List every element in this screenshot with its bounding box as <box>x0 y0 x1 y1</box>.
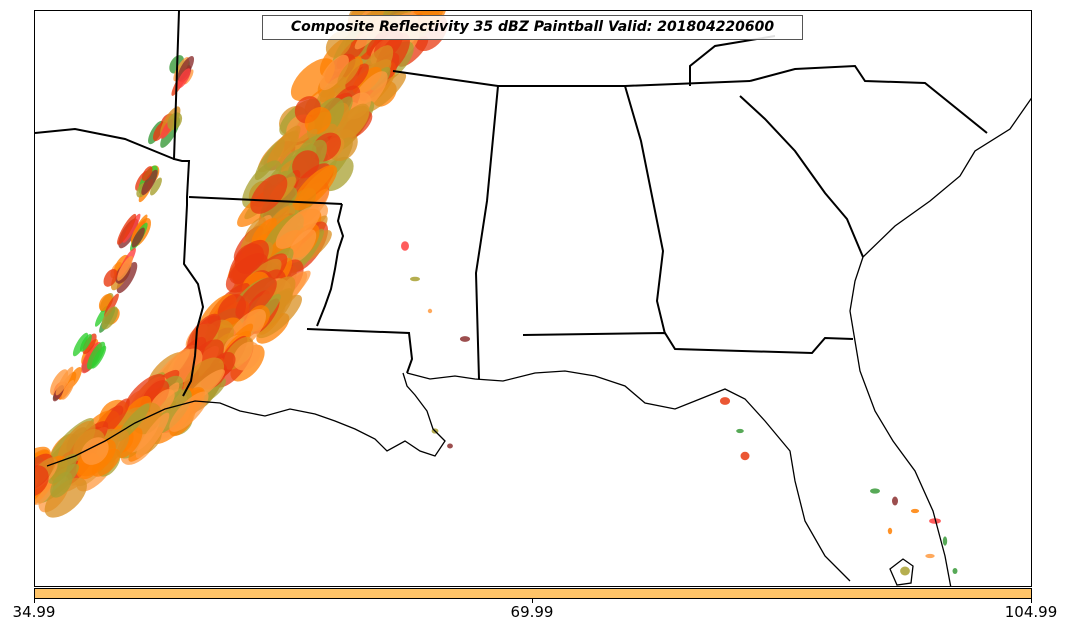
reflectivity-blob <box>101 306 119 330</box>
reflectivity-blob <box>952 568 958 574</box>
reflectivity-blob <box>94 305 109 327</box>
reflectivity-paintball-layer <box>35 11 958 576</box>
map-canvas <box>35 11 1031 586</box>
reflectivity-blob <box>55 366 74 396</box>
reflectivity-blob <box>50 471 73 498</box>
colorbar-tick-mid <box>532 599 533 603</box>
reflectivity-blob <box>57 420 96 467</box>
tn-south-border <box>392 70 751 87</box>
reflectivity-blob <box>304 107 332 135</box>
reflectivity-blob <box>459 336 471 342</box>
reflectivity-blob <box>61 380 75 400</box>
colorbar-label-max: 104.99 <box>1004 603 1058 621</box>
reflectivity-blob <box>887 527 893 535</box>
gulf-coast-west <box>46 372 446 467</box>
reflectivity-blob <box>150 177 162 196</box>
al-east-border <box>624 85 666 335</box>
coastline <box>46 97 1031 586</box>
reflectivity-blob <box>101 398 130 435</box>
reflectivity-blob <box>35 465 49 497</box>
ar-la-border <box>188 196 343 205</box>
reflectivity-blob <box>183 357 225 397</box>
reflectivity-blob <box>401 241 409 251</box>
colorbar-label-min: 34.99 <box>12 603 56 621</box>
reflectivity-blob <box>256 294 302 339</box>
reflectivity-blob <box>233 341 261 371</box>
ar-ms-border <box>172 11 205 397</box>
ga-sc-border <box>739 95 864 258</box>
reflectivity-blob <box>910 508 920 514</box>
nc-sc-border <box>749 64 988 134</box>
reflectivity-blob <box>447 443 453 449</box>
colorbar-tick-min <box>34 599 35 603</box>
reflectivity-blob <box>135 412 170 459</box>
reflectivity-blob <box>892 496 898 506</box>
ms-river-border <box>316 203 345 327</box>
reflectivity-blob <box>48 453 78 484</box>
reflectivity-blob <box>79 334 92 352</box>
reflectivity-blob <box>141 166 153 181</box>
reflectivity-blob <box>900 566 910 576</box>
colorbar-label-mid: 69.99 <box>510 603 554 621</box>
reflectivity-blob <box>925 553 935 559</box>
reflectivity-blob <box>141 169 158 196</box>
reflectivity-blob <box>870 488 880 494</box>
reflectivity-blob <box>117 255 133 281</box>
reflectivity-blob <box>251 217 277 245</box>
lake-okeechobee <box>889 558 914 586</box>
reflectivity-blob <box>131 227 145 248</box>
tn-ky-north <box>689 35 776 86</box>
reflectivity-blob <box>292 164 338 211</box>
reflectivity-blob <box>234 243 265 274</box>
reflectivity-blob <box>103 268 118 287</box>
reflectivity-blob <box>260 186 298 221</box>
fl-al-border <box>522 331 854 355</box>
reflectivity-blob <box>290 58 335 101</box>
mo-ar-border <box>35 127 175 160</box>
colorbar-tick-max <box>1031 599 1032 603</box>
map-panel <box>34 10 1032 587</box>
map-title: Composite Reflectivity 35 dBZ Paintball … <box>262 15 803 40</box>
reflectivity-blob <box>266 125 301 168</box>
colorbar <box>34 588 1032 599</box>
reflectivity-blob <box>740 451 750 461</box>
reflectivity-blob <box>319 54 349 91</box>
reflectivity-blob <box>250 174 288 214</box>
reflectivity-blob <box>736 428 744 434</box>
carolina-coast <box>862 97 1031 258</box>
reflectivity-blob <box>345 63 369 91</box>
reflectivity-blob <box>117 213 137 245</box>
la-ms-south <box>306 328 414 374</box>
reflectivity-blob <box>719 397 731 405</box>
reflectivity-blob <box>44 477 87 518</box>
ms-east-border <box>474 85 499 380</box>
reflectivity-blob <box>177 68 191 89</box>
state-borders <box>35 11 988 397</box>
gulf-coast-east <box>406 370 851 582</box>
reflectivity-blob <box>410 276 420 282</box>
reflectivity-blob <box>427 308 433 314</box>
reflectivity-blob <box>288 229 317 263</box>
reflectivity-blob <box>337 58 361 87</box>
reflectivity-blob <box>81 437 109 465</box>
reflectivity-blob <box>235 277 277 319</box>
reflectivity-blob <box>275 206 321 249</box>
fl-atlantic-coast <box>849 256 952 586</box>
reflectivity-blob <box>87 341 106 370</box>
reflectivity-blob <box>942 536 948 546</box>
